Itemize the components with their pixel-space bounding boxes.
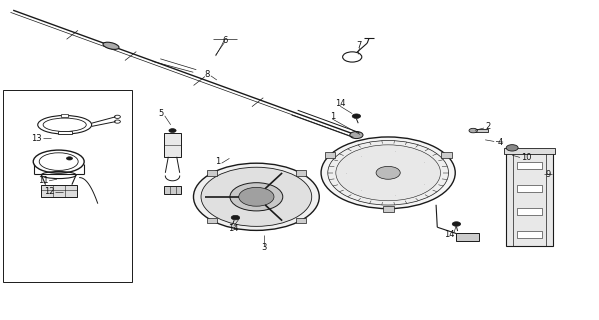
Bar bbox=[164, 186, 181, 194]
Circle shape bbox=[239, 188, 274, 206]
Bar bbox=[296, 171, 305, 176]
Text: 2: 2 bbox=[486, 122, 491, 131]
Text: .: . bbox=[361, 154, 362, 158]
Ellipse shape bbox=[103, 42, 119, 49]
Circle shape bbox=[328, 140, 449, 205]
Bar bbox=[58, 131, 72, 134]
Text: 1: 1 bbox=[215, 157, 220, 166]
Bar bbox=[383, 206, 394, 212]
Text: 14: 14 bbox=[335, 99, 346, 108]
Circle shape bbox=[506, 145, 518, 151]
Circle shape bbox=[193, 163, 319, 230]
Text: 11: 11 bbox=[38, 176, 49, 185]
Text: 6: 6 bbox=[222, 36, 227, 44]
Bar bbox=[207, 171, 217, 176]
Circle shape bbox=[452, 222, 461, 226]
Text: 13: 13 bbox=[31, 134, 41, 143]
FancyBboxPatch shape bbox=[41, 185, 77, 197]
Bar bbox=[517, 231, 542, 238]
Circle shape bbox=[230, 183, 283, 211]
Bar bbox=[164, 133, 181, 157]
Circle shape bbox=[321, 137, 455, 209]
Bar bbox=[325, 152, 335, 158]
Bar bbox=[456, 233, 479, 241]
Text: 7: 7 bbox=[357, 41, 362, 50]
Text: 1: 1 bbox=[330, 112, 335, 121]
Text: .: . bbox=[395, 193, 396, 197]
Bar bbox=[506, 152, 553, 246]
Text: 12: 12 bbox=[44, 188, 55, 196]
Text: .: . bbox=[423, 182, 425, 186]
Circle shape bbox=[169, 129, 176, 132]
Circle shape bbox=[469, 128, 477, 133]
Bar bbox=[296, 218, 305, 223]
Text: .: . bbox=[346, 171, 347, 175]
Bar bbox=[517, 208, 542, 215]
Circle shape bbox=[350, 132, 363, 139]
Circle shape bbox=[231, 215, 240, 220]
Bar bbox=[475, 129, 488, 132]
Circle shape bbox=[336, 145, 440, 201]
Text: 3: 3 bbox=[261, 244, 266, 252]
Circle shape bbox=[66, 157, 72, 160]
Text: 14: 14 bbox=[228, 224, 239, 233]
Circle shape bbox=[376, 166, 400, 179]
Bar bbox=[517, 162, 542, 169]
Text: 8: 8 bbox=[204, 70, 209, 79]
Circle shape bbox=[352, 114, 361, 118]
Text: 5: 5 bbox=[158, 109, 163, 118]
Bar bbox=[207, 218, 217, 223]
Bar bbox=[517, 185, 542, 192]
Bar bbox=[61, 114, 68, 117]
Bar bbox=[3, 90, 132, 282]
Text: .: . bbox=[395, 149, 396, 153]
Bar bbox=[504, 148, 555, 154]
Text: 14: 14 bbox=[444, 230, 455, 239]
Bar bbox=[441, 152, 452, 158]
Text: 10: 10 bbox=[521, 153, 531, 162]
Circle shape bbox=[201, 167, 311, 226]
Text: .: . bbox=[361, 188, 362, 192]
Text: 9: 9 bbox=[546, 170, 550, 179]
Text: .: . bbox=[423, 160, 425, 164]
Text: 4: 4 bbox=[498, 138, 503, 147]
